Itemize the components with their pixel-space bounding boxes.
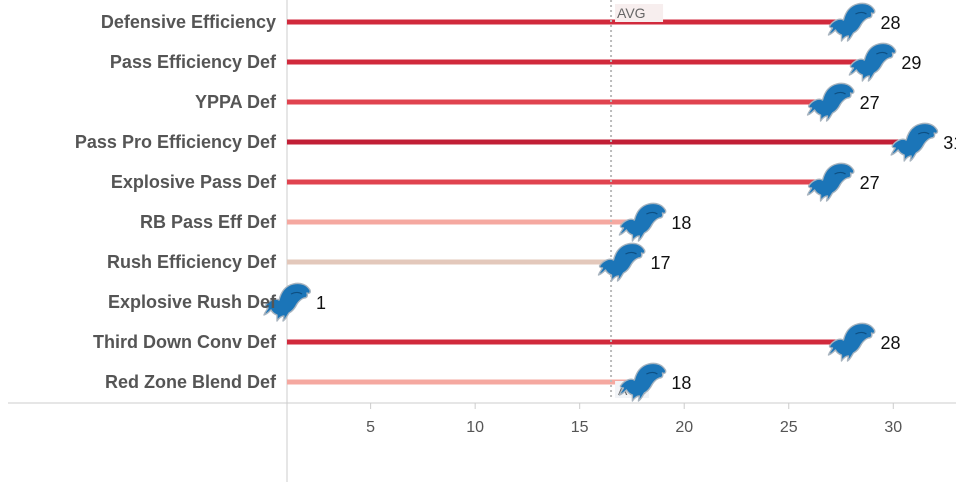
category-label: Defensive Efficiency (101, 12, 276, 32)
lions-logo-icon (618, 202, 667, 242)
category-label: Rush Efficiency Def (107, 252, 277, 272)
bar (287, 339, 852, 345)
category-label: Red Zone Blend Def (105, 372, 277, 392)
category-label: YPPA Def (195, 92, 277, 112)
value-label: 1 (316, 293, 326, 313)
bar (287, 219, 643, 225)
x-tick-label: 30 (884, 419, 902, 436)
category-label: Pass Efficiency Def (110, 52, 277, 72)
lions-logo-icon (890, 122, 939, 162)
lions-logo-icon (806, 82, 855, 122)
bar (287, 259, 622, 265)
bar (287, 179, 831, 185)
lions-logo-icon (827, 322, 876, 362)
lions-logo-icon (597, 242, 646, 282)
x-tick-label: 5 (366, 419, 375, 436)
markers (263, 2, 939, 402)
value-label: 31 (943, 133, 956, 153)
bar (287, 139, 915, 145)
bars (287, 19, 915, 385)
category-label: Explosive Rush Def (108, 292, 277, 312)
avg-label-bg-top (615, 4, 664, 22)
category-label: Third Down Conv Def (93, 332, 277, 352)
value-label: 28 (880, 333, 900, 353)
lions-logo-icon (848, 42, 897, 82)
value-label: 27 (860, 93, 880, 113)
x-tick-label: 25 (780, 419, 798, 436)
avg-label-top: AVG (617, 5, 646, 21)
lions-logo-icon (827, 2, 876, 42)
lions-logo-icon (806, 162, 855, 202)
x-tick-label: 20 (675, 419, 693, 436)
bar (287, 379, 643, 385)
lions-logo-icon (263, 282, 311, 322)
value-label: 18 (671, 373, 691, 393)
value-label: 27 (860, 173, 880, 193)
category-label: Explosive Pass Def (111, 172, 277, 192)
lions-logo-icon (618, 362, 667, 402)
category-label: RB Pass Eff Def (140, 212, 277, 232)
value-label: 29 (901, 53, 921, 73)
category-label: Pass Pro Efficiency Def (75, 132, 277, 152)
value-label: 17 (651, 253, 671, 273)
x-tick-label: 15 (571, 419, 589, 436)
value-label: 18 (671, 213, 691, 233)
axes: 5 10 15 20 25 30 (8, 0, 956, 482)
value-label: 28 (880, 13, 900, 33)
bar (287, 19, 852, 25)
bar (287, 59, 873, 65)
x-tick-label: 10 (466, 419, 484, 436)
bar (287, 99, 831, 105)
labels: Defensive Efficiency 28 Pass Efficiency De… (75, 12, 956, 393)
